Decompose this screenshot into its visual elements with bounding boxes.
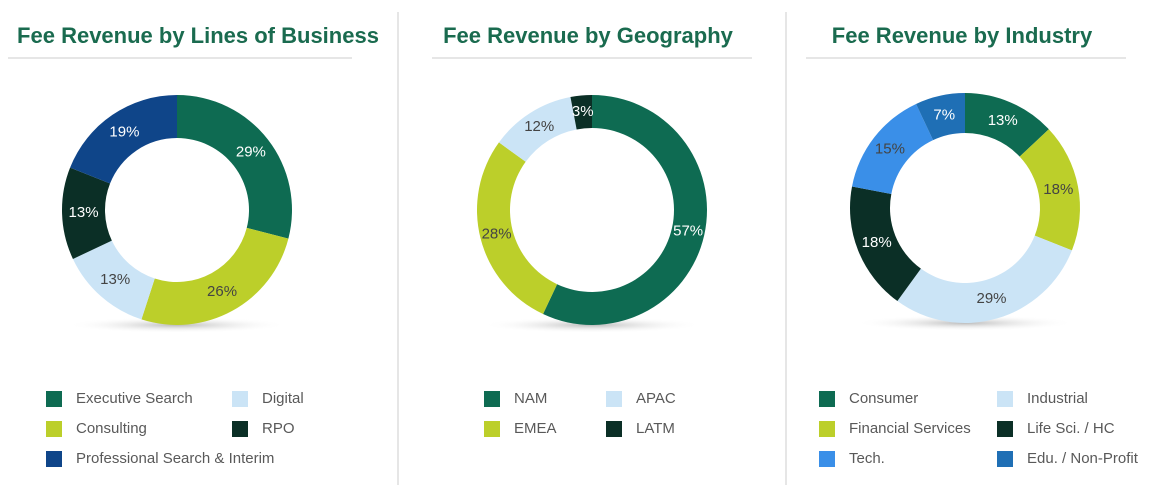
legend-label: LATM [636, 420, 675, 437]
donut-slice [965, 93, 1049, 157]
legend-label: Executive Search [76, 390, 193, 407]
donut-slice [570, 95, 592, 130]
slice-label: 19% [109, 124, 139, 141]
donut-slice [543, 95, 708, 325]
legend-label: Edu. / Non-Profit [1027, 450, 1139, 467]
legend-label: Consulting [76, 420, 147, 437]
chart-title: Fee Revenue by Lines of Business [17, 23, 379, 48]
legend-swatch [997, 391, 1013, 407]
legend-label: Financial Services [849, 420, 971, 437]
slice-label: 13% [100, 271, 130, 288]
slice-label: 26% [207, 283, 237, 300]
slice-label: 15% [875, 141, 905, 158]
legend-label: Consumer [849, 390, 918, 407]
chart-title: Fee Revenue by Industry [832, 23, 1093, 48]
legend-label: NAM [514, 390, 547, 407]
legend-swatch [819, 391, 835, 407]
legend-swatch [484, 391, 500, 407]
legend-swatch [484, 421, 500, 437]
legend-swatch [997, 451, 1013, 467]
legend-swatch [606, 391, 622, 407]
slice-label: 13% [988, 112, 1018, 129]
legend-swatch [46, 421, 62, 437]
donut-slice [177, 95, 292, 239]
legend-swatch [46, 391, 62, 407]
legend-swatch [997, 421, 1013, 437]
donut-slice [141, 227, 289, 325]
shadow [482, 317, 702, 333]
legend-label: RPO [262, 420, 295, 437]
legend-swatch [232, 391, 248, 407]
legend-swatch [606, 421, 622, 437]
slice-label: 3% [572, 103, 594, 120]
donut-slice [62, 167, 112, 259]
legend-label: Life Sci. / HC [1027, 420, 1115, 437]
legend-swatch [46, 451, 62, 467]
slice-label: 18% [1043, 181, 1073, 198]
legend-label: Professional Search & Interim [76, 450, 274, 467]
slice-label: 7% [933, 106, 955, 123]
legend-label: Tech. [849, 450, 885, 467]
donut-slice [897, 235, 1072, 323]
donut-slice [852, 103, 934, 194]
legend-label: APAC [636, 390, 676, 407]
legend-label: EMEA [514, 420, 557, 437]
shadow [855, 315, 1075, 331]
chart-title: Fee Revenue by Geography [443, 23, 734, 48]
donut-slice [72, 240, 155, 320]
slice-label: 29% [976, 290, 1006, 307]
legend-label: Industrial [1027, 390, 1088, 407]
slice-label: 28% [482, 225, 512, 242]
donut-slice [70, 95, 177, 184]
donut-slice [850, 186, 921, 302]
donut-slice [476, 142, 558, 315]
slice-label: 57% [673, 222, 703, 239]
slice-label: 29% [236, 144, 266, 161]
slice-label: 12% [524, 118, 554, 135]
shadow [67, 317, 287, 333]
slice-label: 13% [69, 204, 99, 221]
slice-label: 18% [862, 234, 892, 251]
legend-label: Digital [262, 390, 304, 407]
legend-swatch [819, 451, 835, 467]
donut-slice [1019, 129, 1080, 251]
legend-swatch [819, 421, 835, 437]
legend-swatch [232, 421, 248, 437]
donut-slice [916, 93, 965, 141]
donut-slice [498, 97, 577, 162]
